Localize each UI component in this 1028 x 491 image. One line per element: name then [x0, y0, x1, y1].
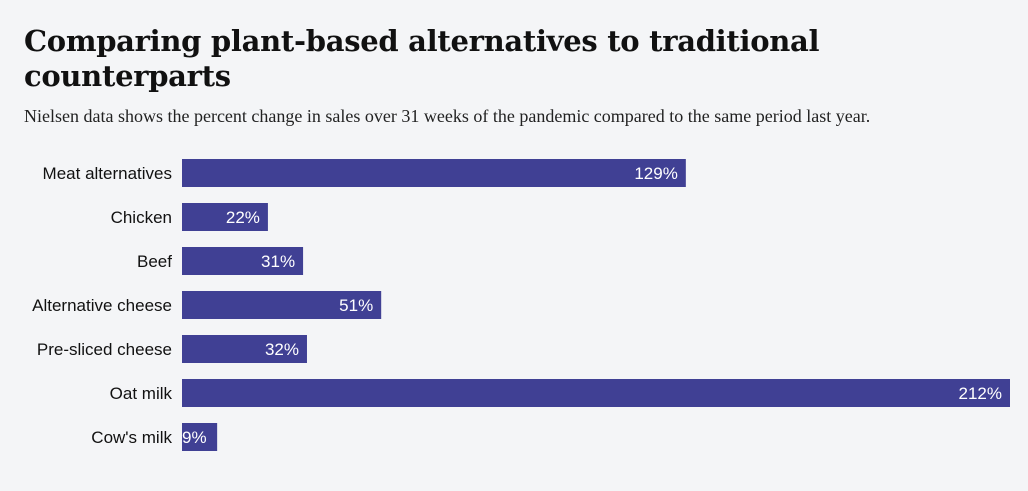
value-label-cow-s-milk: 9%: [182, 428, 207, 447]
category-label-chicken: Chicken: [111, 208, 172, 227]
value-label-pre-sliced-cheese: 32%: [265, 340, 299, 359]
bar-cow-s-milk: [182, 423, 218, 451]
bar-chart: Meat alternatives 129% Chicken 22% Beef 31% Al…: [32, 159, 1010, 451]
chart-subtitle: Nielsen data shows the percent change in…: [24, 106, 871, 126]
chart-title: Comparing plant-based alternatives to tr…: [24, 24, 820, 93]
bar-alternative-cheese: [182, 291, 382, 319]
bar-meat-alternatives: [182, 159, 686, 187]
bar-pre-sliced-cheese: [182, 335, 307, 363]
value-label-oat-milk: 212%: [959, 384, 1002, 403]
category-label-cow-s-milk: Cow's milk: [91, 428, 172, 447]
category-label-beef: Beef: [137, 252, 172, 271]
bar-oat-milk: [182, 379, 1010, 407]
category-label-alternative-cheese: Alternative cheese: [32, 296, 172, 315]
category-label-oat-milk: Oat milk: [110, 384, 173, 403]
value-label-alternative-cheese: 51%: [339, 296, 373, 315]
bar-chicken: [182, 203, 268, 231]
bar-beef: [182, 247, 304, 275]
value-label-chicken: 22%: [226, 208, 260, 227]
value-label-beef: 31%: [261, 252, 295, 271]
value-label-meat-alternatives: 129%: [634, 164, 677, 183]
category-label-pre-sliced-cheese: Pre-sliced cheese: [37, 340, 172, 359]
category-label-meat-alternatives: Meat alternatives: [43, 164, 172, 183]
